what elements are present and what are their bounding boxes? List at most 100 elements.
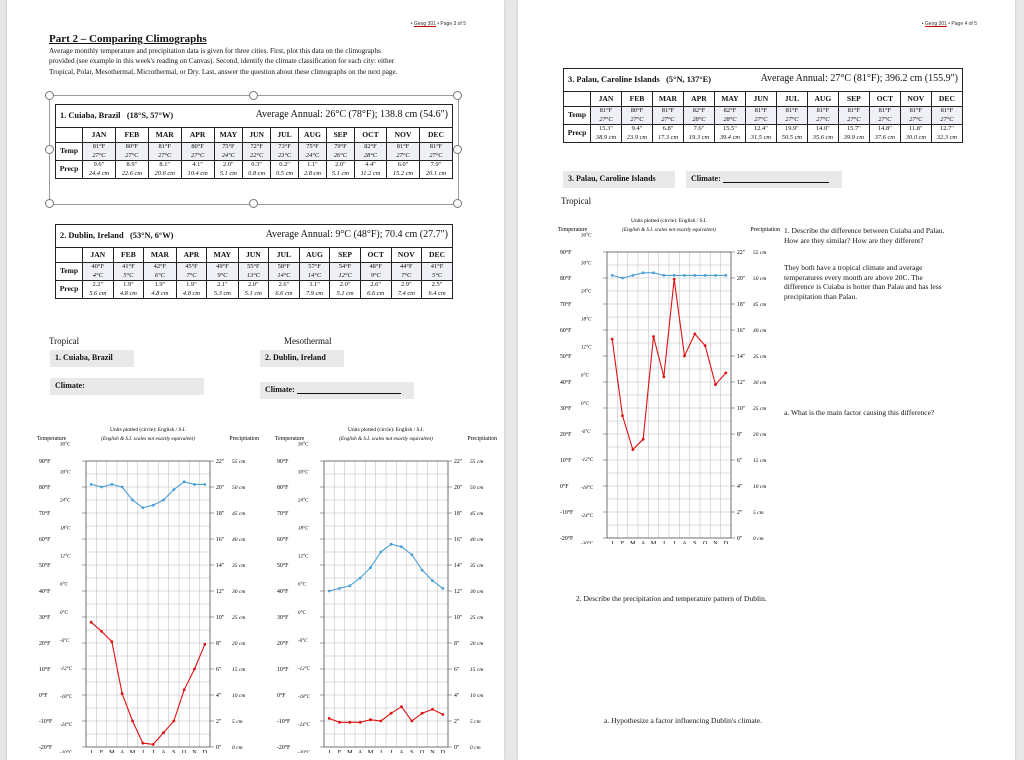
temp-cell: 82°F 28°C <box>713 105 746 126</box>
temp-value-si: 14°C <box>277 271 291 279</box>
temperature-line <box>329 543 444 592</box>
resize-handle[interactable] <box>45 199 54 208</box>
cm-tick: 25 cm <box>470 615 483 621</box>
temp-value-english: 81°F <box>878 107 892 114</box>
cm-tick: 50 cm <box>470 485 483 491</box>
resize-handle[interactable] <box>453 91 462 100</box>
inch-tick: 8" <box>454 641 459 647</box>
precip-value-english: 12.4" <box>754 125 768 133</box>
temp-value-english: 82°F <box>723 107 737 114</box>
precip-value-si: 15.2 cm <box>392 169 414 177</box>
month-header: AUG <box>298 127 327 143</box>
temperature-point <box>182 480 186 484</box>
fahrenheit-tick: 30°F <box>39 614 51 621</box>
intro-line: Tropical, Polar, Mesothermal, Microtherm… <box>49 67 398 76</box>
celsius-tick: 0°C <box>60 611 68 616</box>
fahrenheit-tick: 60°F <box>277 536 289 543</box>
precip-value-si: 7.4 cm <box>397 289 415 297</box>
month-letter: N <box>430 749 435 753</box>
document-page-4: • Geog 301 • Page 4 of 5 3. Palau, Carol… <box>518 0 1015 760</box>
precip-cell: 1.9" 4.8 cm <box>112 280 145 300</box>
climate-field-cuiaba[interactable]: Climate: <box>50 378 204 395</box>
climate-field-palau[interactable]: Climate: <box>686 171 842 188</box>
cm-tick: 45 cm <box>470 510 483 517</box>
month-letter: M <box>130 749 136 753</box>
precipitation-point <box>338 720 341 724</box>
precip-value-english: 3.1" <box>309 281 320 289</box>
intro-line: Average monthly temperature and precipit… <box>49 47 381 55</box>
resize-handle[interactable] <box>45 91 54 100</box>
month-letter: F <box>100 749 104 753</box>
temperature-point <box>151 503 155 507</box>
temperature-point <box>400 545 403 549</box>
resize-handle[interactable] <box>453 145 462 154</box>
celsius-tick: 36°C <box>581 233 592 238</box>
inch-tick: 16" <box>737 328 745 334</box>
precip-value-english: 6.0" <box>397 161 409 169</box>
resize-handle[interactable] <box>249 199 258 208</box>
cm-tick: 5 cm <box>232 719 243 725</box>
answer-line: temperatures every month are above 20C. … <box>784 272 923 282</box>
precipitation-point <box>672 277 676 281</box>
precip-value-si: 0.8 cm <box>248 169 266 177</box>
cm-tick: 55 cm <box>232 459 245 465</box>
temp-value-si: 28°C <box>692 115 706 123</box>
precipitation-point <box>714 383 717 386</box>
month-letter: N <box>713 540 718 544</box>
precipitation-point <box>703 344 707 347</box>
precip-value-english: 2.9" <box>400 281 412 289</box>
resize-handle[interactable] <box>249 91 258 100</box>
precip-value-si: 5.6 cm <box>89 289 107 297</box>
precipitation-point <box>652 335 655 338</box>
month-header: NOV <box>390 247 423 263</box>
precip-value-si: 23.9 cm <box>626 133 648 141</box>
precipitation-point <box>151 743 155 746</box>
temperature-point <box>369 566 372 569</box>
temp-cell: 80°F 27°C <box>180 141 215 162</box>
temp-cell: 42°F 6°C <box>143 261 177 282</box>
annual-average: Average Annual: 26°C (78°F); 138.8 cm (5… <box>255 109 448 121</box>
precip-cell: 2.0" 5.1 cm <box>329 280 361 300</box>
fahrenheit-tick: 90°F <box>560 249 572 256</box>
month-header: AUG <box>298 247 331 263</box>
temp-cell: 40°F 4°C <box>82 261 114 282</box>
climate-field-dublin[interactable]: Climate: <box>260 382 414 399</box>
temp-cell: 49°F 9°C <box>206 261 239 282</box>
precip-value-english: 1.9" <box>154 281 166 289</box>
climate-table-palau: 3. Palau, Caroline Islands (5°N, 137°E) A… <box>563 68 964 144</box>
precip-value-si: 22.6 cm <box>121 169 142 177</box>
month-header: SEP <box>837 91 870 107</box>
celsius-tick: 6°C <box>581 374 589 379</box>
resize-handle[interactable] <box>453 199 462 208</box>
temp-value-si: 7°C <box>186 271 197 279</box>
temp-value-english: 80°F <box>125 143 139 150</box>
temp-value-si: 9°C <box>217 271 228 279</box>
cm-tick: 25 cm <box>753 406 766 412</box>
temp-value-english: 81°F <box>785 107 799 114</box>
precipitation-point <box>172 719 176 723</box>
temperature-point <box>141 506 145 510</box>
precip-value-english: 2.1" <box>217 281 228 289</box>
month-letter: J <box>328 749 331 753</box>
climate-blank <box>722 174 829 183</box>
celsius-tick: -24°C <box>581 514 594 519</box>
annual-average: Average Annual: 27°C (81°F); 396.2 cm (1… <box>760 73 958 85</box>
precip-value-si: 39.9 cm <box>843 133 864 141</box>
inch-tick: 8" <box>216 641 221 647</box>
temp-value-si: 4°C <box>92 271 103 279</box>
temperature-point <box>193 483 196 486</box>
month-header: DEC <box>418 127 454 143</box>
month-letter: D <box>724 540 729 544</box>
month-letter: D <box>441 749 446 753</box>
month-letter: J <box>611 540 614 544</box>
resize-handle[interactable] <box>45 145 54 154</box>
intro-line: provided (see example in this week's rea… <box>49 57 395 66</box>
precip-cell: 9.4" 23.9 cm <box>620 124 653 144</box>
precipitation-axis-title: Precipitation <box>467 436 497 442</box>
fahrenheit-tick: -20°F <box>277 744 291 751</box>
temperature-point <box>420 568 424 572</box>
tropical-label: Tropical <box>49 336 80 346</box>
temp-cell: 41°F 5°C <box>112 261 145 282</box>
temp-value-english: 72°F <box>250 143 263 150</box>
answer-1[interactable]: They both have a tropical climate and av… <box>784 263 994 301</box>
